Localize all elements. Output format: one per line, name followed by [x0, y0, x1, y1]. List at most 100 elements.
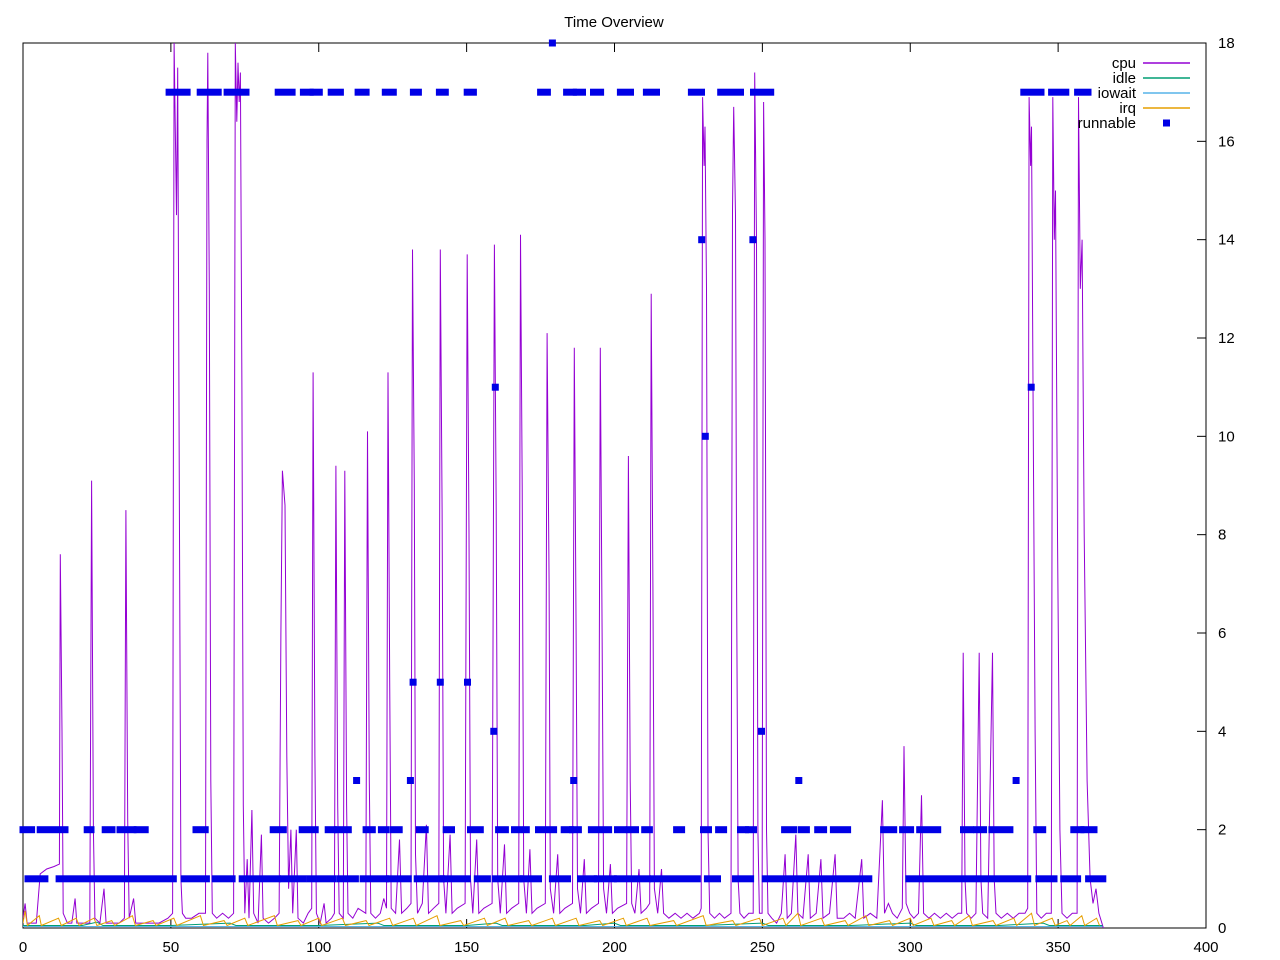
runnable-point-row-3: [353, 777, 361, 784]
x-tick-label: 100: [306, 939, 331, 956]
runnable-point-row-2: [880, 826, 898, 834]
x-tick-label: 300: [898, 939, 923, 956]
cpu-line: [23, 42, 1104, 929]
series-layer: [19, 39, 1107, 929]
runnable-point-row-2: [83, 826, 95, 834]
runnable-point-row-2: [814, 826, 828, 834]
runnable-point-row-17: [687, 88, 705, 96]
runnable-point-row-1: [614, 875, 651, 883]
x-tick-label: 400: [1193, 939, 1218, 956]
runnable-point-row-2: [973, 826, 988, 834]
runnable-point-row-2: [781, 826, 798, 834]
runnable-point-row-3: [1012, 777, 1020, 784]
y-tick-label: 0: [1218, 920, 1226, 937]
x-tick-label: 50: [163, 939, 180, 956]
runnable-point-row-2: [269, 826, 287, 834]
runnable-point-row-1: [24, 875, 49, 883]
runnable-point-row-17: [309, 88, 323, 96]
runnable-point-row-2: [569, 826, 582, 834]
y-tick-label: 12: [1218, 330, 1235, 347]
runnable-point-row-1: [413, 875, 445, 883]
runnable-point-row-2: [333, 826, 352, 834]
y-tick-label: 8: [1218, 527, 1226, 544]
irq-line: [23, 910, 1100, 927]
runnable-point-row-2: [535, 826, 558, 834]
runnable-point-row-17: [1074, 88, 1092, 96]
runnable-point-row-1: [1035, 875, 1058, 883]
legend-label-iowait: iowait: [1098, 85, 1137, 102]
runnable-point-row-2: [587, 826, 613, 834]
legend-label-runnable: runnable: [1078, 115, 1136, 132]
runnable-point-row-2: [133, 826, 149, 834]
runnable-point-row-1: [336, 875, 359, 883]
runnable-point-row-2: [362, 826, 376, 834]
runnable-point-row-2: [19, 826, 36, 834]
runnable-point-row-2: [715, 826, 728, 834]
runnable-point-row-17: [435, 88, 449, 96]
runnable-point-row-2: [673, 826, 686, 834]
runnable-point-row-17: [616, 88, 634, 96]
runnable-point-row-1: [491, 875, 523, 883]
runnable-point-row-17: [463, 88, 477, 96]
runnable-point-row-4: [758, 727, 765, 735]
y-tick-label: 16: [1218, 133, 1235, 150]
runnable-point-row-2: [101, 826, 116, 834]
runnable-point-row-2: [700, 826, 712, 834]
y-tick-label: 10: [1218, 428, 1235, 445]
runnable-point-row-17: [537, 88, 551, 96]
runnable-point-row-2: [829, 826, 852, 834]
runnable-point-row-17: [750, 88, 775, 96]
y-tick-label: 2: [1218, 822, 1226, 839]
runnable-point-row-17: [327, 88, 344, 96]
runnable-point-row-1: [593, 875, 617, 883]
runnable-point-row-17: [381, 88, 397, 96]
runnable-point-row-2: [298, 826, 319, 834]
legend-label-idle: idle: [1113, 70, 1136, 87]
y-tick-label: 4: [1218, 723, 1226, 740]
runnable-point-row-17: [354, 88, 370, 96]
runnable-point-row-1: [439, 875, 471, 883]
runnable-point-row-17: [1048, 88, 1070, 96]
runnable-point-row-2: [36, 826, 69, 834]
runnable-point-row-1: [180, 875, 210, 883]
x-tick-label: 150: [454, 939, 479, 956]
runnable-point-row-2: [415, 826, 429, 834]
runnable-point-row-1: [279, 875, 307, 883]
runnable-point-row-2: [442, 826, 455, 834]
runnable-point-row-2: [495, 826, 509, 834]
runnable-point-row-17: [196, 88, 222, 96]
runnable-point-row-4: [490, 727, 498, 735]
runnable-point-row-2: [1080, 826, 1098, 834]
runnable-point-row-2: [1070, 826, 1085, 834]
x-tick-label: 0: [19, 939, 27, 956]
runnable-point-row-17: [1020, 88, 1045, 96]
x-tick-label: 200: [602, 939, 627, 956]
x-tick-label: 250: [750, 939, 775, 956]
runnable-point-row-1: [761, 875, 873, 883]
runnable-point-row-1: [306, 875, 337, 883]
runnable-point-row-17: [165, 88, 191, 96]
runnable-point-row-1: [211, 875, 236, 883]
runnable-point-row-10: [701, 432, 709, 440]
runnable-point-row-1: [732, 875, 755, 883]
runnable-point-row-17: [223, 88, 250, 96]
runnable-point-row-2: [116, 826, 137, 834]
x-tick-label: 350: [1046, 939, 1071, 956]
runnable-point-row-1: [649, 875, 701, 883]
runnable-point-row-1: [905, 875, 1032, 883]
runnable-point-row-18: [548, 39, 556, 47]
runnable-point-row-17: [563, 88, 577, 96]
runnable-point-row-11: [1027, 383, 1035, 391]
runnable-point-row-2: [745, 826, 757, 834]
y-tick-label: 14: [1218, 232, 1235, 249]
chart-title: Time Overview: [564, 14, 664, 31]
runnable-point-row-2: [641, 826, 653, 834]
runnable-point-row-1: [577, 875, 597, 883]
runnable-point-row-17: [642, 88, 660, 96]
runnable-point-row-2: [377, 826, 390, 834]
runnable-point-row-2: [797, 826, 810, 834]
runnable-point-row-1: [359, 875, 389, 883]
